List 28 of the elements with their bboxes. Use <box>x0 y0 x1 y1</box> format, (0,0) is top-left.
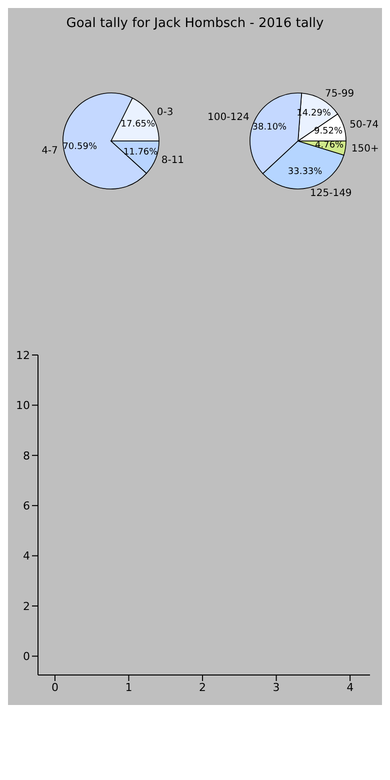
data-label: 11.76% <box>123 147 158 158</box>
y-tick-label: 2 <box>23 600 30 613</box>
x-tick-label: 3 <box>272 680 280 694</box>
data-label: 9.52% <box>314 126 344 137</box>
y-tick-label: 4 <box>23 550 30 563</box>
y-tick-label: 12 <box>16 348 30 362</box>
data-label: 38.10% <box>252 122 288 132</box>
slice-label: 8-11 <box>161 155 184 166</box>
x-tick-label: 2 <box>199 680 206 694</box>
y-tick-label: 8 <box>23 449 30 462</box>
x-tick-label: 0 <box>51 680 58 694</box>
slice-label: 0-3 <box>156 107 174 118</box>
y-tick-label: 10 <box>16 399 30 412</box>
slice-label: 150+ <box>351 144 379 155</box>
y-tick-label: 0 <box>23 650 30 664</box>
x-tick-label: 1 <box>125 680 132 694</box>
slice-label: 4-7 <box>42 145 58 156</box>
data-label: 33.33% <box>288 166 323 177</box>
slice-label: 50-74 <box>350 120 379 131</box>
data-label: 4.76% <box>315 140 344 151</box>
slice-label: 125-149 <box>310 188 352 200</box>
data-label: 17.65% <box>120 119 156 130</box>
slice-label: 100-124 <box>208 112 250 124</box>
chart-title: Goal tally for Jack Hombsch - 2016 tally <box>65 16 325 31</box>
y-tick-label: 6 <box>23 499 30 512</box>
slice-label: 75-99 <box>325 88 354 100</box>
x-tick-label: 4 <box>346 680 354 694</box>
data-label: 70.59% <box>62 142 98 152</box>
